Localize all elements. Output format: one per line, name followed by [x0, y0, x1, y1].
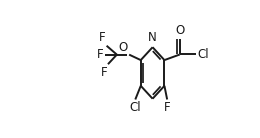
Text: F: F: [97, 48, 104, 61]
Text: Cl: Cl: [197, 48, 209, 61]
Text: F: F: [164, 101, 171, 114]
Text: O: O: [175, 24, 184, 37]
Text: O: O: [119, 41, 128, 54]
Text: N: N: [148, 31, 157, 44]
Text: F: F: [99, 31, 106, 44]
Text: F: F: [101, 66, 107, 79]
Text: Cl: Cl: [129, 101, 141, 114]
